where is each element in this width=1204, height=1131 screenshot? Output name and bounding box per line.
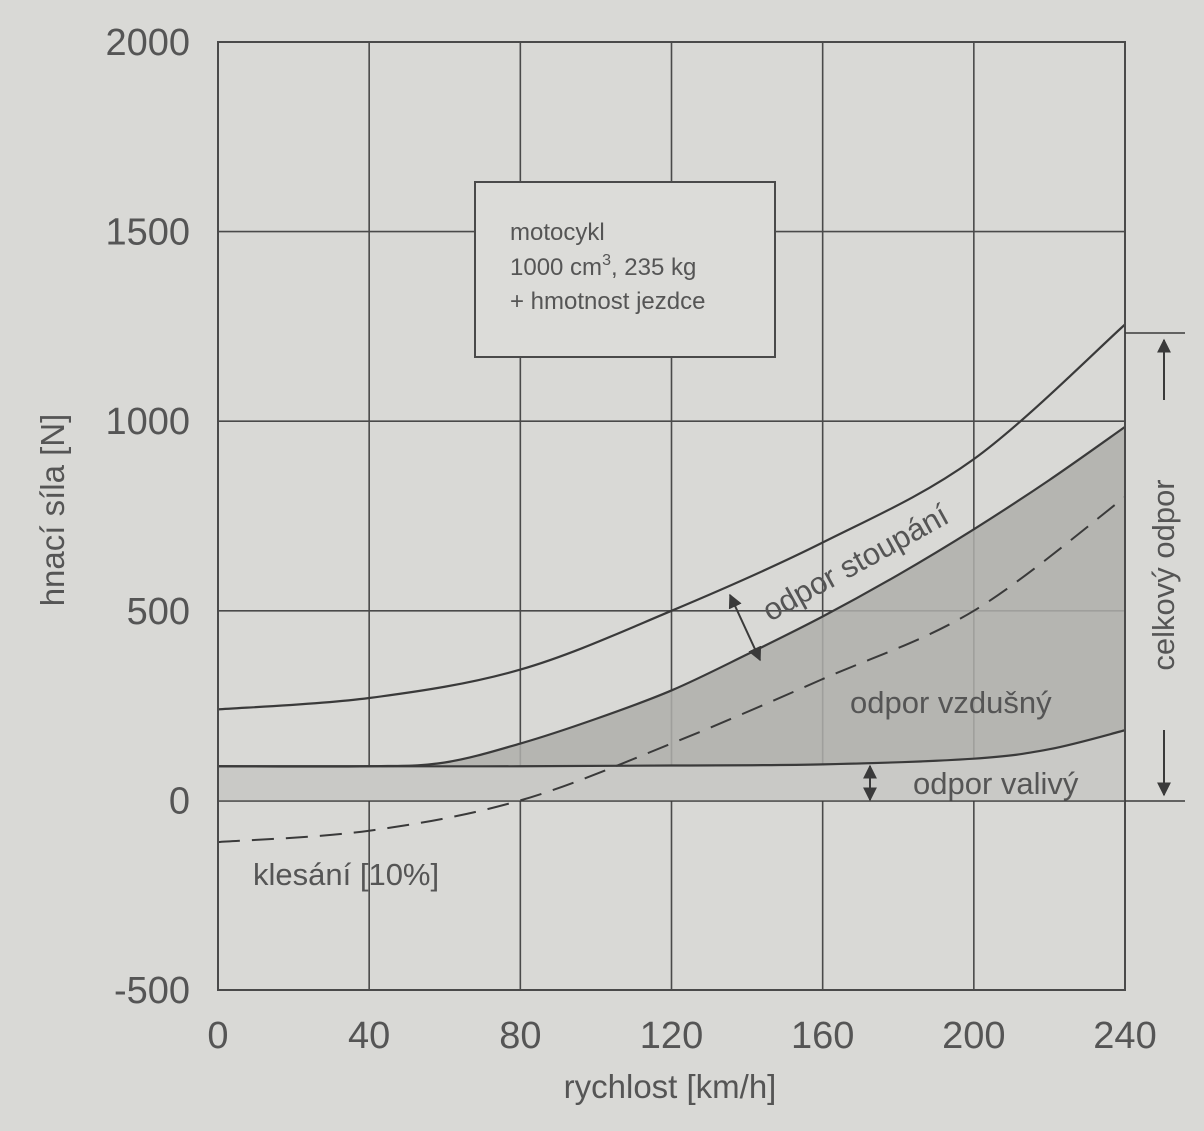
label-celkovy-odpor: celkový odpor xyxy=(1146,479,1181,670)
x-tick-label-80: 80 xyxy=(499,1015,541,1057)
label-klesani: klesání [10%] xyxy=(253,857,439,892)
label-odpor-vzdusny: odpor vzdušný xyxy=(850,685,1052,720)
y-axis-title: hnací síla [N] xyxy=(34,414,71,607)
y-tick-label--500: -500 xyxy=(114,970,190,1012)
y-tick-label-500: 500 xyxy=(127,591,190,633)
x-tick-label-160: 160 xyxy=(791,1015,854,1057)
x-tick-label-120: 120 xyxy=(640,1015,703,1057)
info-box-mass: , 235 kg xyxy=(611,254,696,281)
x-tick-label-200: 200 xyxy=(942,1015,1005,1057)
label-odpor-valivy: odpor valivý xyxy=(913,766,1079,801)
y-tick-label-2000: 2000 xyxy=(105,22,190,64)
y-tick-label-0: 0 xyxy=(169,780,190,822)
x-tick-label-0: 0 xyxy=(207,1015,228,1057)
info-box-vehicle: motocykl xyxy=(510,219,605,246)
info-box-volume: 1000 cm xyxy=(510,254,602,281)
x-axis-title: rychlost [km/h] xyxy=(564,1068,777,1105)
y-tick-label-1000: 1000 xyxy=(105,401,190,443)
info-box-exponent: 3 xyxy=(602,252,611,269)
x-tick-label-240: 240 xyxy=(1093,1015,1156,1057)
y-tick-label-1500: 1500 xyxy=(105,212,190,254)
info-box-rider: + hmotnost jezdce xyxy=(510,288,705,315)
x-tick-label-40: 40 xyxy=(348,1015,390,1057)
